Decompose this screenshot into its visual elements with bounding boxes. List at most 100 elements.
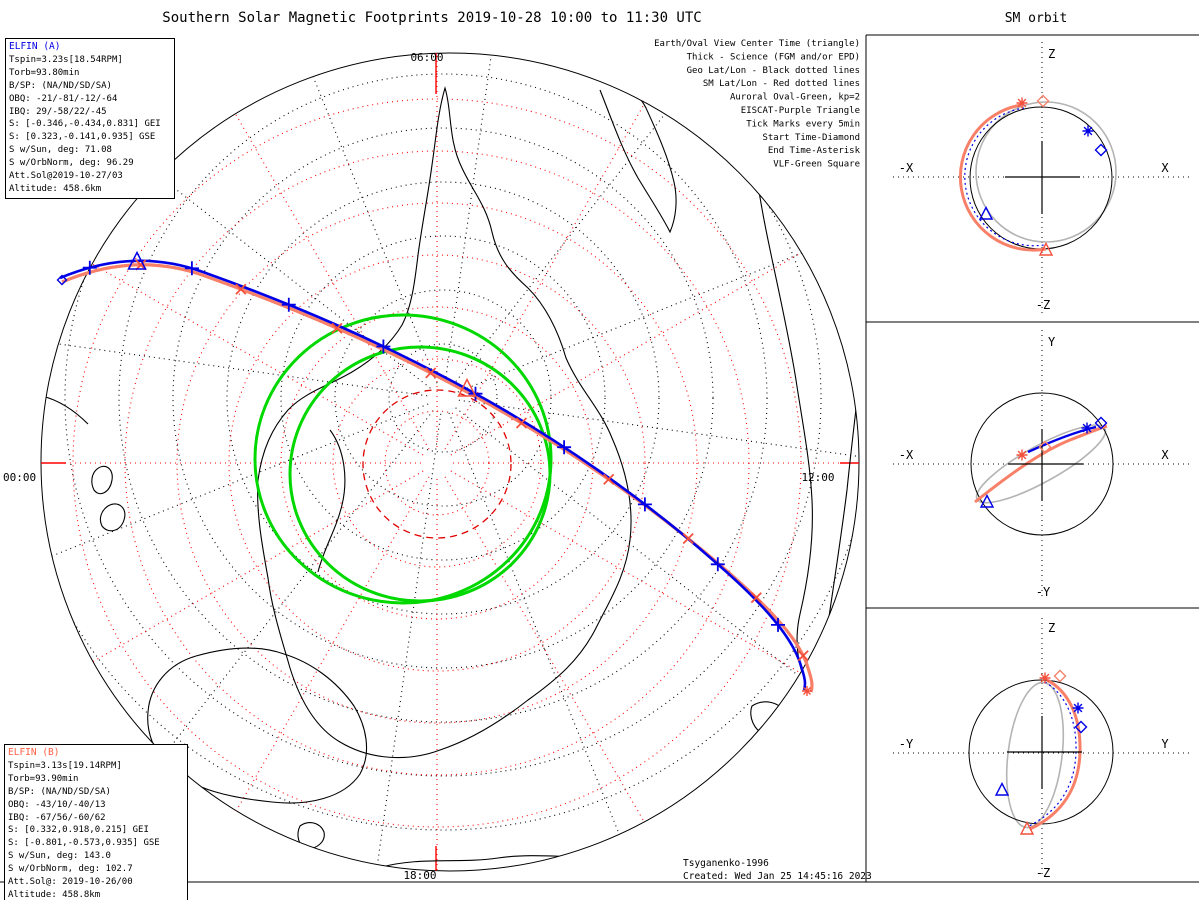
coast-antarctica xyxy=(257,86,632,759)
sm-graticule-radial xyxy=(201,476,430,871)
mlt-label-18: 18:00 xyxy=(403,869,436,882)
panel-xy-center-cross xyxy=(1008,429,1083,501)
start-time-diamond-b xyxy=(1038,440,1052,454)
legend: Earth/Oval View Center Time (triangle) T… xyxy=(654,39,860,170)
legend-item: Auroral Oval-Green, kp=2 xyxy=(730,93,860,103)
panel-xz-orbit-gray xyxy=(975,101,1117,243)
geo-graticule-radial xyxy=(448,412,620,834)
center-time-triangle-a xyxy=(979,493,995,508)
elfin-a-info-line: Tspin=3.23s[18.54RPM] xyxy=(9,54,123,65)
tick-mark-elfin-b xyxy=(235,283,247,295)
mlt-label-06: 06:00 xyxy=(410,51,443,64)
auroral-oval-equatorward xyxy=(253,313,553,605)
center-time-triangle-b xyxy=(1019,820,1035,835)
axis-label-right: Y xyxy=(1161,737,1169,751)
legend-item: End Time-Asterisk xyxy=(768,146,861,156)
elfin-a-title: ELFIN (A) xyxy=(9,41,61,52)
sm-orbit-title: SM orbit xyxy=(1005,11,1068,26)
geo-graticule-ring xyxy=(280,235,606,561)
end-time-asterisk-a xyxy=(1081,422,1093,434)
coast-tasmania xyxy=(297,822,325,849)
tick-mark-elfin-b xyxy=(331,322,343,334)
center-time-triangle-elfin-b xyxy=(457,377,477,397)
axis-label-bottom: -Z xyxy=(1036,866,1050,880)
auroral-oval xyxy=(253,313,553,605)
geo-graticule-radial xyxy=(455,407,814,688)
axis-label-bottom: -Z xyxy=(1036,298,1050,312)
sm-graticule-ring xyxy=(280,306,594,620)
geo-graticule-ring xyxy=(64,53,822,777)
geo-graticule-radial xyxy=(41,332,428,397)
tick-mark-elfin-b xyxy=(797,650,809,662)
end-time-asterisk-a xyxy=(1072,702,1084,714)
center-time-triangle-elfin-a xyxy=(127,250,147,270)
sm-graticule-radial xyxy=(41,470,424,699)
legend-item: Geo Lat/Lon - Black dotted lines xyxy=(687,66,860,76)
axis-label-left: -X xyxy=(899,448,914,462)
elfin-b-info-line: S w/Sun, deg: 143.0 xyxy=(8,851,111,862)
legend-item: VLF-Green Square xyxy=(773,160,860,170)
panel-xz-markers xyxy=(978,94,1108,256)
center-time-triangle-b xyxy=(1038,241,1054,256)
start-time-diamond-main xyxy=(56,274,68,286)
coast-bottom-fragments xyxy=(377,851,705,869)
sm-graticule-ring xyxy=(228,254,646,672)
coast-antarctica-inner xyxy=(317,429,346,573)
sm-graticule-radial xyxy=(41,227,424,456)
elfin-a-info-line: Att.Sol@2019-10-27/03 xyxy=(9,171,123,182)
center-time-triangle-a xyxy=(994,781,1010,796)
track-elfin-a xyxy=(59,259,807,691)
elfin-b-info-line: Att.Sol@: 2019-10-26/00 xyxy=(8,877,133,888)
sm-orbit-panel-xy: Y -Y -X X xyxy=(893,330,1192,600)
end-time-asterisk-b xyxy=(1016,97,1028,109)
tick-mark-elfin-a xyxy=(184,261,199,276)
tick-mark-elfin-b xyxy=(682,533,694,545)
geo-graticule-radial xyxy=(452,53,733,386)
panel-yz-markers xyxy=(994,669,1088,835)
elfin-a-info-line: IBQ: 29/-58/22/-45 xyxy=(9,106,107,117)
tick-mark-elfin-a xyxy=(637,497,652,512)
sm-graticule-ring xyxy=(332,358,542,568)
red-dashed-circle xyxy=(362,389,512,539)
elfin-b-info-box: ELFIN (B) Tspin=3.13s[19.14RPM] Torb=93.… xyxy=(4,744,188,900)
panel-xy-earth-circle xyxy=(970,392,1114,536)
sm-graticule-radial xyxy=(444,476,673,871)
axis-label-top: Z xyxy=(1048,621,1055,635)
geo-graticule-radial xyxy=(444,53,509,383)
panel-xz-science-arc-b xyxy=(958,103,1047,252)
tick-mark-elfin-a xyxy=(710,557,725,572)
sm-orbit-panel-xz: Z -Z -X X xyxy=(893,42,1192,314)
axis-label-left: -Y xyxy=(899,737,914,751)
axis-label-left: -X xyxy=(899,161,914,175)
sm-graticule-radial xyxy=(450,470,845,699)
track-elfin-b xyxy=(61,263,814,693)
auroral-oval-poleward xyxy=(288,345,552,603)
coast-south-america-west xyxy=(743,85,813,685)
page-title: Southern Solar Magnetic Footprints 2019-… xyxy=(162,10,701,26)
sm-lat-lon-graticule xyxy=(41,53,859,871)
elfin-b-info-line: Altitude: 458.8km xyxy=(8,889,101,900)
panel-xy-markers xyxy=(979,416,1108,508)
elfin-a-info-line: Torb=93.80min xyxy=(9,67,80,78)
coast-new-zealand-south xyxy=(99,503,126,532)
legend-item: Thick - Science (FGM and/or EPD) xyxy=(687,52,860,62)
start-time-diamond-a xyxy=(1094,416,1108,430)
coastlines xyxy=(41,85,859,869)
geo-graticule-ring xyxy=(118,73,768,723)
legend-item: Earth/Oval View Center Time (triangle) xyxy=(654,39,860,49)
panel-xz-science-arc-a xyxy=(964,107,1045,247)
legend-item: Start Time-Diamond xyxy=(762,133,860,143)
geo-lat-lon-graticule xyxy=(41,53,859,864)
track-endpoint-markers xyxy=(56,274,812,696)
end-time-asterisk-b xyxy=(1016,449,1028,461)
tick-mark-elfin-b xyxy=(750,592,762,604)
coast-left-fragment xyxy=(41,395,89,425)
track-tick-marks xyxy=(82,259,809,662)
plot-boundary-circle xyxy=(40,52,860,872)
center-time-triangle-a xyxy=(978,205,994,220)
created-timestamp: Created: Wed Jan 25 14:45:16 2023 xyxy=(683,871,872,882)
end-time-asterisk-b xyxy=(1039,672,1051,684)
elfin-a-info-line: S: [0.323,-0.141,0.935] GSE xyxy=(9,132,156,143)
geo-graticule-ring xyxy=(172,127,714,669)
